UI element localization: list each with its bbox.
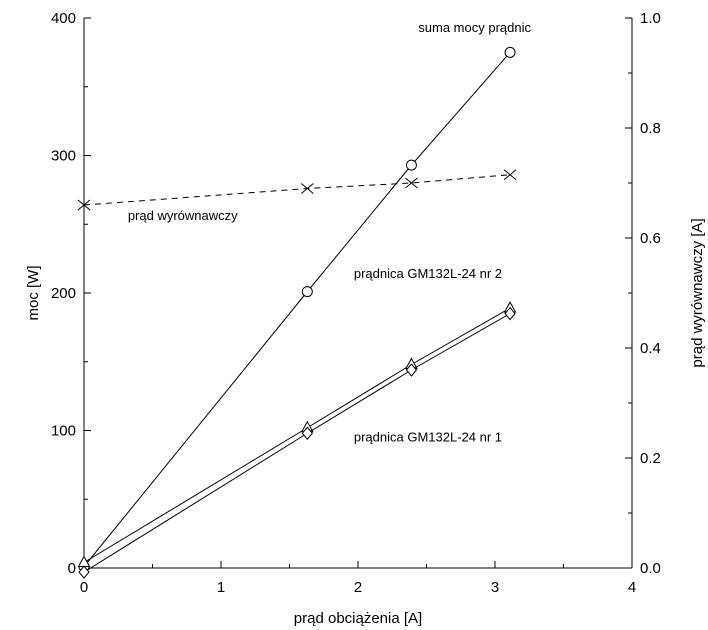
annotation-layer: suma mocy prądnic prąd wyrównawczy prądnic…	[128, 20, 532, 445]
series-4-point	[300, 183, 314, 194]
series-3-point	[405, 363, 418, 377]
y-tick-label: 400	[51, 10, 76, 27]
annotation-1: suma mocy prądnic	[418, 20, 531, 35]
series-layer	[77, 46, 517, 579]
ticks: 0 1 2 3 4 0 100 200 300 400 0.0 0.2 0.4 0.6 0.8 1.0	[51, 10, 661, 596]
x-marker-stroke	[77, 199, 91, 211]
series-4-line	[83, 174, 511, 206]
axes-frame	[83, 18, 633, 569]
x-tick-label: 0	[80, 579, 88, 596]
y-tick-label: 100	[51, 423, 76, 440]
y2-tick-label: 0.8	[640, 120, 661, 137]
y2-axis-title: prąd wyrównawczy [A]	[689, 218, 706, 367]
series-2-line	[83, 307, 511, 563]
y2-tick-label: 0.6	[640, 230, 661, 247]
x-marker-stroke	[300, 183, 314, 194]
x-tick-label: 2	[354, 579, 362, 596]
series-1-line	[83, 52, 511, 567]
annotation-2: prąd wyrównawczy	[128, 208, 238, 223]
series-4-point	[405, 177, 418, 189]
y2-tick-label: 0.0	[640, 560, 661, 577]
x-marker-stroke	[405, 177, 418, 189]
y-tick-label: 200	[51, 285, 76, 302]
series-3-line	[83, 313, 511, 573]
series-3-point	[504, 306, 516, 321]
y-tick-label: 0	[68, 560, 76, 577]
annotation-4: prądnica GM132L-24 nr 1	[354, 430, 502, 445]
x-tick-label: 4	[628, 579, 636, 596]
series-1-point	[504, 46, 516, 58]
x-marker-stroke	[503, 169, 517, 181]
x-axis-title: prąd obciążenia [A]	[294, 610, 422, 627]
series-4-point	[503, 169, 517, 181]
series-3-point	[301, 426, 313, 441]
series-1-point	[405, 159, 417, 171]
series-1-point	[301, 286, 313, 298]
y-tick-label: 300	[51, 148, 76, 165]
series-4-point	[77, 199, 91, 211]
x-tick-label: 3	[491, 579, 499, 596]
annotation-3: prądnica GM132L-24 nr 2	[354, 266, 502, 281]
y-axis-title: moc [W]	[25, 266, 42, 321]
series-3-point	[78, 565, 90, 579]
y2-tick-label: 0.4	[640, 340, 661, 357]
x-tick-label: 1	[217, 579, 225, 596]
y2-tick-label: 1.0	[640, 10, 661, 27]
y2-tick-label: 0.2	[640, 450, 661, 467]
